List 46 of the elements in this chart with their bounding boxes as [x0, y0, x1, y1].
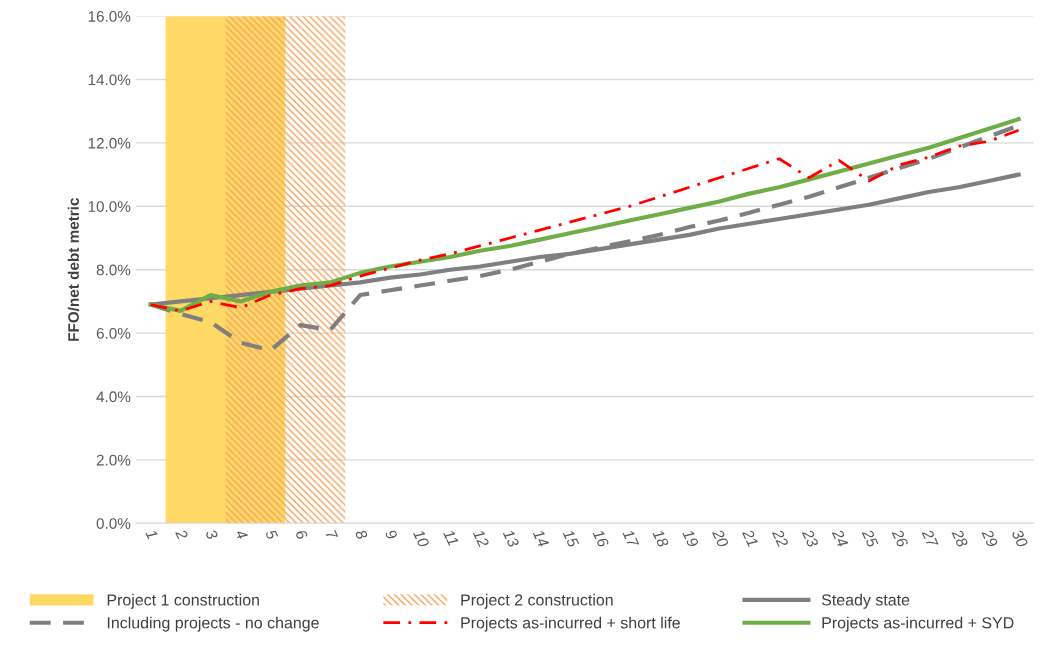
y-tick-label: 16.0% [88, 11, 131, 22]
x-tick-label: 23 [801, 528, 819, 549]
x-tick-label: 8 [354, 528, 369, 541]
x-tick-label: 19 [682, 528, 699, 548]
y-axis-title: FFO/net debt metric [67, 198, 80, 341]
x-tick-label: 26 [891, 528, 909, 549]
x-tick-label: 24 [831, 528, 849, 548]
x-tick-label: 10 [412, 528, 430, 549]
y-tick-label: 14.0% [88, 74, 131, 86]
legend-label: Projects as-incurred + short life [461, 616, 680, 632]
x-tick-label: 14 [532, 528, 550, 548]
legend-label: Projects as-incurred + SYD [822, 616, 1014, 632]
x-tick-label: 5 [265, 528, 279, 541]
y-tick-label: 2.0% [96, 454, 131, 466]
y-tick-label: 4.0% [96, 391, 131, 403]
x-tick-label: 2 [175, 528, 189, 541]
x-tick-label: 17 [622, 528, 640, 549]
legend-label: Project 2 construction [461, 593, 613, 609]
legend-label: Including projects - no change [107, 616, 319, 632]
x-tick-label: 30 [1011, 528, 1029, 549]
x-tick-label: 22 [771, 528, 789, 548]
x-tick-label: 21 [742, 528, 759, 548]
y-tick-label: 10.0% [88, 201, 131, 212]
x-tick-label: 29 [981, 528, 999, 548]
x-tick-label: 4 [235, 528, 248, 540]
x-tick-label: 15 [562, 528, 580, 549]
x-tick-label: 18 [652, 528, 670, 549]
y-tick-label: 12.0% [88, 137, 131, 149]
x-tick-label: 3 [205, 528, 219, 541]
x-tick-label: 12 [472, 528, 490, 548]
x-tick-label: 9 [384, 528, 398, 541]
y-tick-label: 8.0% [96, 264, 131, 276]
x-tick-label: 11 [443, 528, 459, 547]
x-tick-label: 1 [145, 528, 158, 540]
x-tick-label: 28 [951, 528, 969, 549]
x-tick-label: 25 [861, 528, 879, 549]
x-tick-label: 6 [295, 529, 309, 541]
x-tick-label: 20 [711, 528, 729, 549]
legend-label: Steady state [821, 593, 910, 609]
x-tick-label: 13 [502, 528, 520, 549]
y-tick-label: 0.0% [96, 518, 131, 529]
legend-label: Project 1 construction [107, 593, 259, 609]
x-tick-label: 7 [325, 529, 339, 541]
y-tick-label: 6.0% [96, 327, 131, 339]
x-tick-label: 16 [592, 528, 610, 549]
x-tick-label: 27 [921, 528, 939, 549]
